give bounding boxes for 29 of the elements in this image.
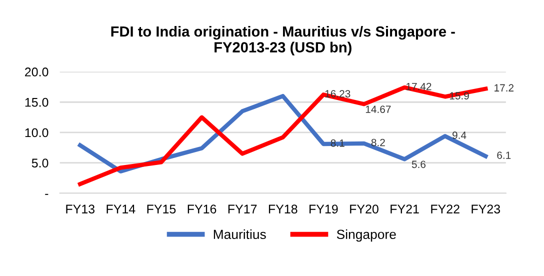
data-label: 17.2 (494, 84, 514, 92)
x-tick-label: FY17 (228, 204, 257, 214)
x-tick-label: FY20 (350, 204, 378, 214)
data-label: 5.6 (412, 160, 426, 168)
y-tick-label: 10.0 (25, 128, 48, 138)
x-tick-label: FY22 (431, 204, 460, 214)
data-label: 8.1 (330, 139, 344, 147)
data-label: 17.42 (406, 82, 432, 90)
y-tick-label: 20.0 (25, 68, 48, 76)
x-tick-label: FY21 (390, 204, 419, 214)
legend-label: Singapore (336, 229, 396, 242)
x-tick-label: FY19 (310, 204, 338, 214)
x-tick-label: FY14 (106, 204, 136, 214)
x-tick-label: FY23 (472, 204, 500, 214)
y-tick-label: 15.0 (25, 98, 48, 107)
x-tick-label: FY16 (188, 204, 216, 214)
y-tick-label: 5.0 (32, 158, 48, 168)
data-label: 8.2 (371, 138, 385, 146)
x-tick-label: FY18 (268, 204, 298, 214)
x-tick-label: FY15 (147, 204, 176, 214)
data-label: 9.4 (452, 132, 466, 139)
data-label: 14.67 (366, 106, 391, 113)
data-label: 15.9 (450, 92, 469, 100)
chart-title: FDI to India origination - Mauritius v/s Singapore - FY2013-23 (USD bn) (111, 26, 455, 56)
x-tick-label: FY13 (66, 204, 95, 214)
data-label: 16.23 (325, 90, 350, 98)
data-label: 6.1 (497, 152, 511, 159)
y-tick-label: - (45, 194, 48, 195)
legend-label: Mauritius (214, 229, 266, 240)
